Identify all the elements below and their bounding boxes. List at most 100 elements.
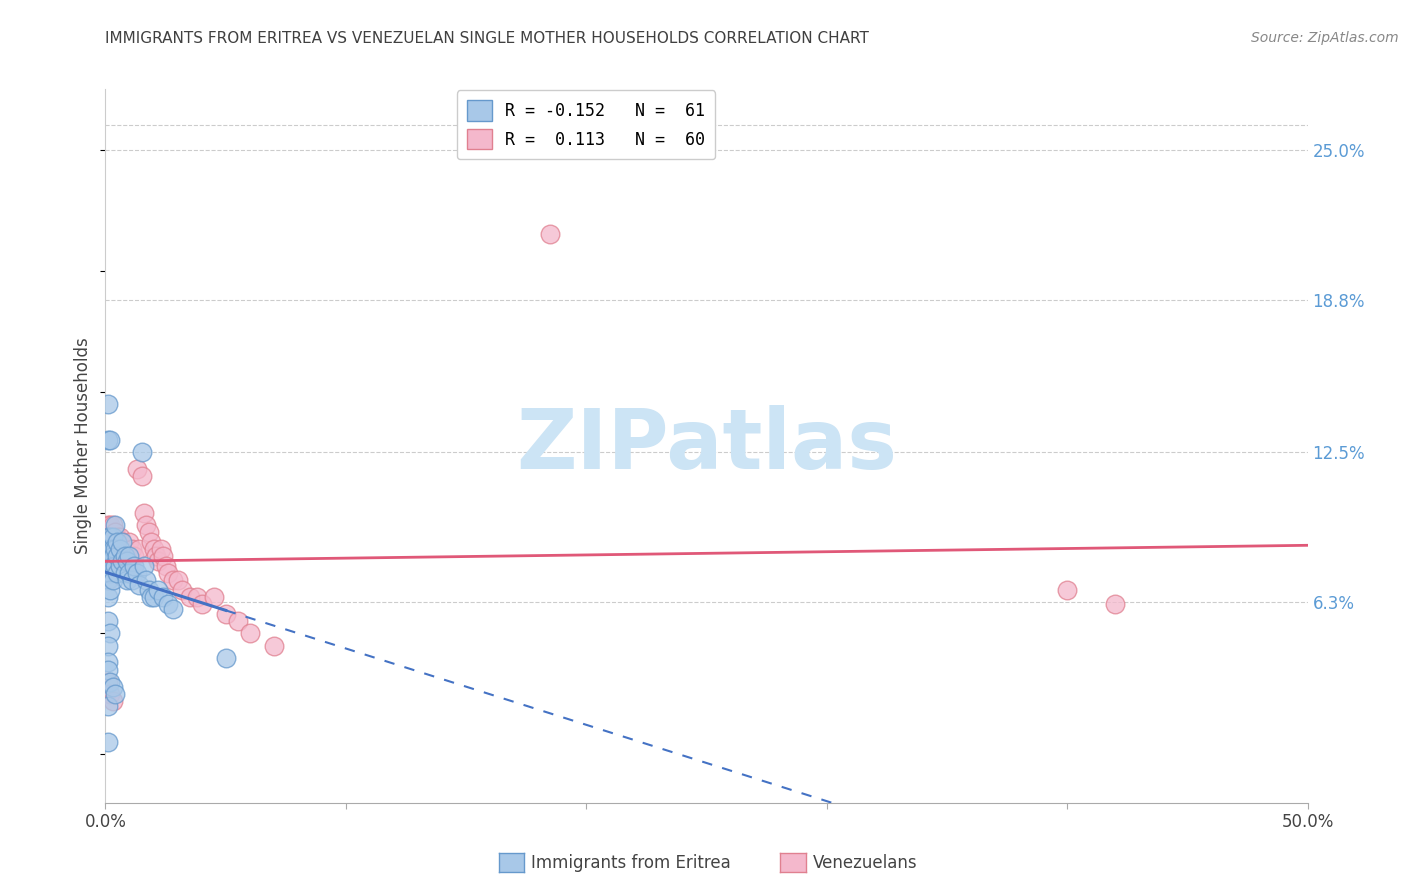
Point <box>97 663 120 677</box>
Point <box>1056 582 1078 597</box>
Point <box>98 566 121 580</box>
Point <box>97 574 120 588</box>
Point <box>104 541 127 556</box>
Point <box>104 558 127 573</box>
Point <box>101 549 124 563</box>
Point <box>108 549 131 563</box>
Point <box>118 549 141 563</box>
Point <box>98 541 121 556</box>
Point <box>114 541 136 556</box>
Point <box>104 541 127 556</box>
Point <box>155 558 177 573</box>
Point <box>98 687 121 701</box>
Point <box>107 530 129 544</box>
Point <box>125 566 148 580</box>
Point <box>263 639 285 653</box>
Point <box>190 598 212 612</box>
Point <box>118 534 141 549</box>
Point <box>156 598 179 612</box>
Point <box>139 534 162 549</box>
Point <box>101 680 124 694</box>
Point <box>98 530 121 544</box>
Point <box>97 558 120 573</box>
Point <box>97 397 120 411</box>
Point <box>128 541 150 556</box>
Point <box>97 639 120 653</box>
Point <box>115 549 138 563</box>
Point <box>97 554 120 568</box>
Point <box>98 566 121 580</box>
Point <box>142 590 165 604</box>
Point <box>148 582 170 597</box>
Point <box>97 558 120 573</box>
Point <box>97 530 120 544</box>
Point <box>101 541 124 556</box>
Point <box>98 626 121 640</box>
Point <box>111 558 134 573</box>
Point <box>97 517 120 532</box>
Point <box>97 674 120 689</box>
Point <box>131 445 153 459</box>
Point <box>98 582 121 597</box>
Point <box>162 602 184 616</box>
Point <box>111 534 134 549</box>
Point <box>108 558 131 573</box>
Point <box>121 541 143 556</box>
Point <box>121 574 143 588</box>
Point <box>128 578 150 592</box>
Point <box>97 699 120 714</box>
Y-axis label: Single Mother Households: Single Mother Households <box>75 338 93 554</box>
Point <box>114 566 136 580</box>
Point <box>111 554 134 568</box>
Point <box>98 534 121 549</box>
Point <box>186 590 208 604</box>
Point <box>101 530 124 544</box>
Point <box>115 574 138 588</box>
Point <box>98 549 121 563</box>
Point <box>101 530 124 544</box>
Point <box>131 469 153 483</box>
Text: Venezuelans: Venezuelans <box>813 854 917 871</box>
Point <box>108 541 131 556</box>
Point <box>98 674 121 689</box>
Point <box>162 574 184 588</box>
Point <box>135 574 157 588</box>
Point <box>124 549 146 563</box>
Point <box>138 524 160 539</box>
Point <box>538 227 561 242</box>
Point <box>152 549 174 563</box>
Point <box>214 607 236 621</box>
Point <box>138 582 160 597</box>
Point <box>114 558 136 573</box>
Point <box>114 549 136 563</box>
Point <box>132 558 155 573</box>
Point <box>101 694 124 708</box>
Point <box>97 541 120 556</box>
Point <box>239 626 262 640</box>
Point <box>107 566 129 580</box>
Point <box>97 574 120 588</box>
Point <box>98 517 121 532</box>
Point <box>125 462 148 476</box>
Point <box>101 558 124 573</box>
Point <box>104 558 127 573</box>
Point <box>104 517 127 532</box>
Point <box>98 433 121 447</box>
Point <box>107 549 129 563</box>
Point <box>97 541 120 556</box>
Point <box>108 530 131 544</box>
Point <box>97 549 120 563</box>
Point <box>139 590 162 604</box>
Point <box>107 549 129 563</box>
Point <box>104 524 127 539</box>
Point <box>101 574 124 588</box>
Point <box>214 650 236 665</box>
Text: IMMIGRANTS FROM ERITREA VS VENEZUELAN SINGLE MOTHER HOUSEHOLDS CORRELATION CHART: IMMIGRANTS FROM ERITREA VS VENEZUELAN SI… <box>105 31 869 46</box>
Point <box>101 517 124 532</box>
Point <box>226 615 249 629</box>
Point <box>152 590 174 604</box>
Point <box>166 574 188 588</box>
Point <box>179 590 201 604</box>
Text: Source: ZipAtlas.com: Source: ZipAtlas.com <box>1251 31 1399 45</box>
Point <box>115 554 138 568</box>
